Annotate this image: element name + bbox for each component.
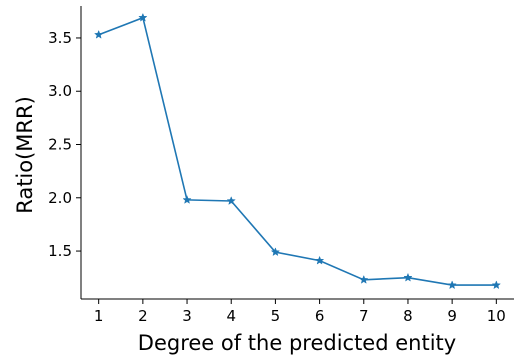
plot-area: 1.5 2.0 2.5 3.0 3.5 1 2 3 4 5 6 7 8 9 10 bbox=[48, 6, 514, 325]
x-axis-label: Degree of the predicted entity bbox=[138, 331, 456, 355]
data-point-marker bbox=[94, 29, 104, 39]
y-axis-label: Ratio(MRR) bbox=[13, 96, 37, 214]
series-markers bbox=[94, 12, 501, 290]
data-point-marker bbox=[138, 12, 148, 22]
data-point-marker bbox=[182, 195, 192, 204]
x-tick-label: 4 bbox=[226, 307, 236, 325]
data-point-marker bbox=[226, 196, 236, 205]
data-point-marker bbox=[447, 280, 457, 290]
y-ticks: 1.5 2.0 2.5 3.0 3.5 bbox=[48, 29, 81, 260]
x-tick-label: 7 bbox=[359, 307, 369, 325]
x-tick-label: 6 bbox=[315, 307, 325, 325]
y-tick-label: 2.5 bbox=[48, 136, 72, 154]
x-ticks: 1 2 3 4 5 6 7 8 9 10 bbox=[94, 299, 506, 325]
x-tick-label: 10 bbox=[487, 307, 506, 325]
data-point-marker bbox=[270, 247, 281, 257]
x-tick-label: 2 bbox=[138, 307, 148, 325]
x-tick-label: 5 bbox=[271, 307, 281, 325]
y-tick-label: 1.5 bbox=[48, 242, 72, 260]
series-line bbox=[98, 16, 497, 286]
x-tick-label: 3 bbox=[182, 307, 192, 325]
y-tick-label: 3.5 bbox=[48, 29, 72, 47]
y-tick-label: 3.0 bbox=[48, 82, 72, 100]
data-point-marker bbox=[359, 274, 369, 284]
x-tick-label: 1 bbox=[94, 307, 104, 325]
data-point-marker bbox=[403, 272, 413, 282]
x-tick-label: 9 bbox=[447, 307, 457, 325]
x-tick-label: 8 bbox=[403, 307, 413, 325]
data-point-marker bbox=[314, 255, 325, 265]
y-tick-label: 2.0 bbox=[48, 189, 72, 207]
data-point-marker bbox=[491, 280, 501, 290]
